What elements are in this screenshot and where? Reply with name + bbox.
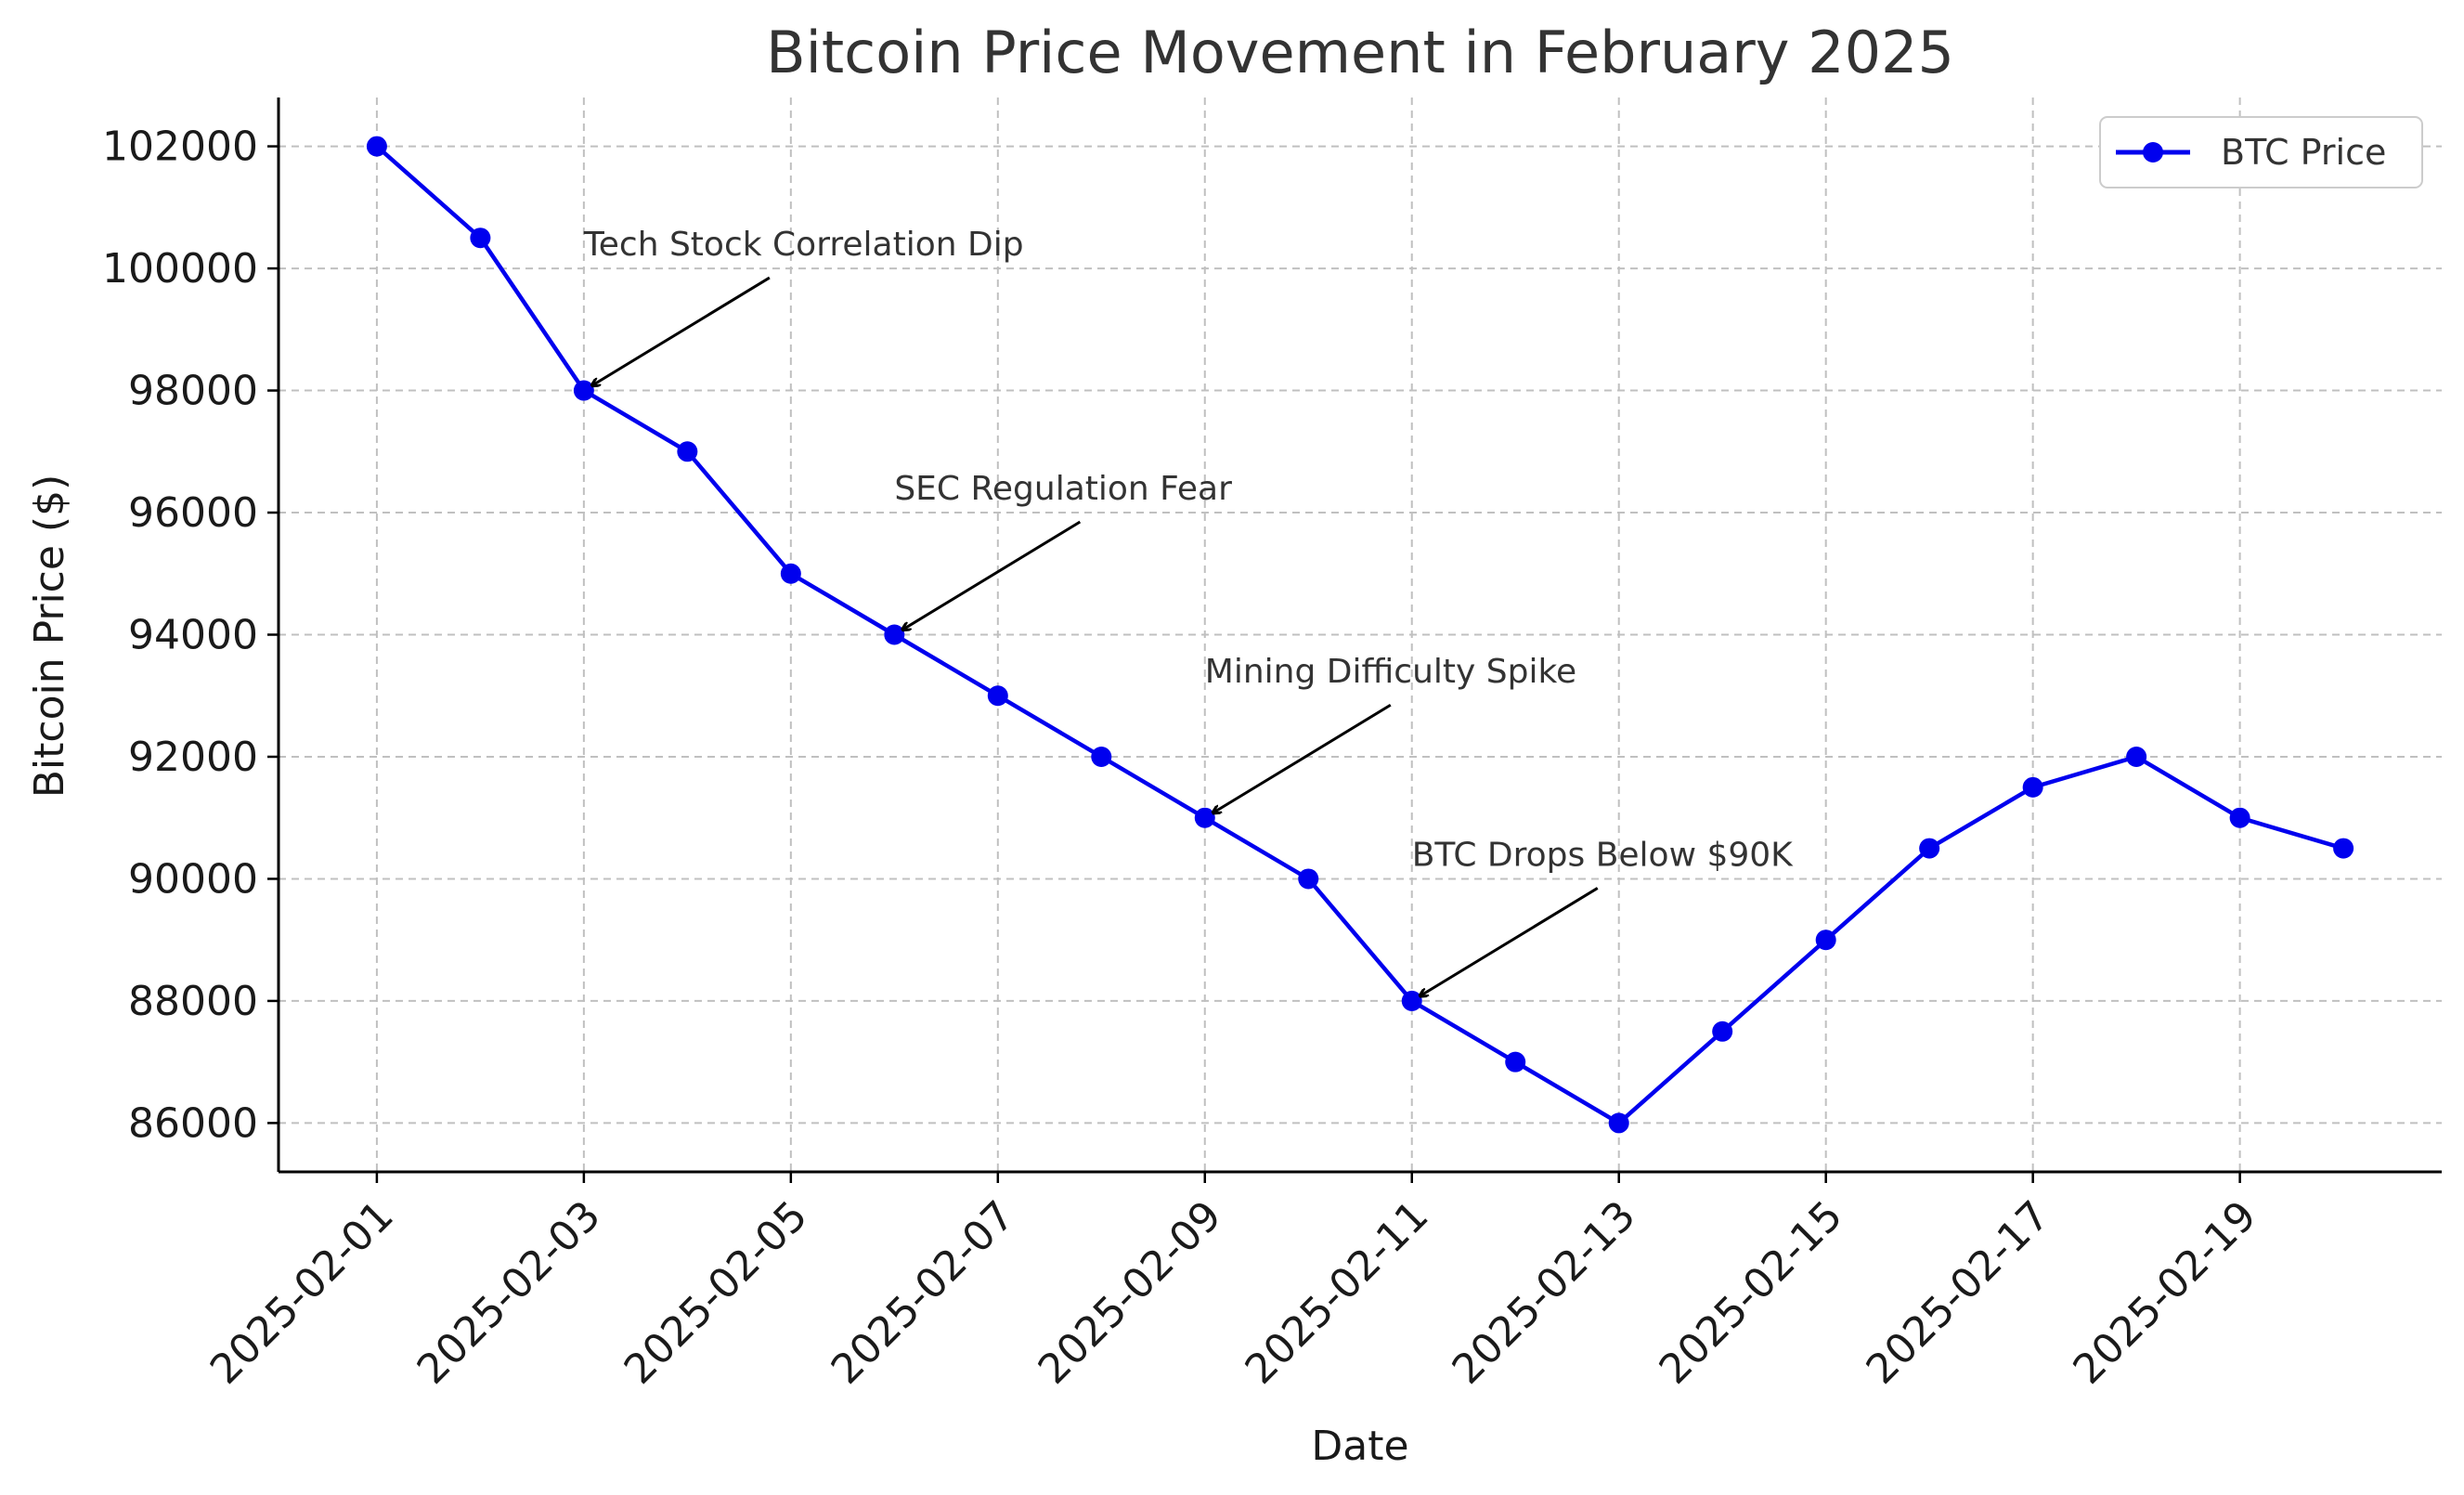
legend-marker xyxy=(2143,142,2163,162)
data-point xyxy=(1505,1051,1526,1072)
data-point xyxy=(1194,807,1215,828)
annotation-arrow xyxy=(902,520,1082,630)
x-tick-label: 2025-02-15 xyxy=(1651,1192,1852,1394)
y-tick-label: 92000 xyxy=(128,734,258,781)
legend-box xyxy=(2099,116,2423,188)
series-btc-price xyxy=(366,136,2354,1134)
data-point xyxy=(1712,1020,1733,1042)
y-tick-label: 94000 xyxy=(128,612,258,659)
x-axis-label: Date xyxy=(1311,1423,1408,1470)
data-point xyxy=(2022,776,2043,798)
x-tick-label: 2025-02-09 xyxy=(1030,1192,1231,1394)
y-tick-label: 86000 xyxy=(128,1099,258,1147)
y-tick-label: 88000 xyxy=(128,978,258,1025)
annotation-arrow xyxy=(591,276,771,385)
data-point xyxy=(1298,868,1319,890)
annotation-label: Mining Difficulty Spike xyxy=(1205,653,1576,691)
x-tick-label: 2025-02-13 xyxy=(1444,1192,1645,1394)
annotation-label: SEC Regulation Fear xyxy=(894,470,1232,508)
x-tick-label: 2025-02-17 xyxy=(1858,1192,2059,1394)
x-tick-label: 2025-02-01 xyxy=(201,1192,403,1394)
x-tick-label: 2025-02-19 xyxy=(2065,1192,2266,1394)
x-tick-label: 2025-02-03 xyxy=(409,1192,610,1394)
annotation-arrow xyxy=(1213,703,1392,812)
y-tick-label: 102000 xyxy=(102,124,258,171)
x-tick-label: 2025-02-05 xyxy=(616,1192,817,1394)
data-point xyxy=(1815,930,1836,951)
data-point xyxy=(470,228,491,249)
data-point xyxy=(573,380,594,401)
chart-title: Bitcoin Price Movement in February 2025 xyxy=(766,19,1954,86)
y-tick-label: 98000 xyxy=(128,368,258,415)
series-line xyxy=(375,144,2344,1125)
ticks: 86000 88000 90000 92000 94000 96000 98000 10000… xyxy=(102,124,2265,1394)
data-point xyxy=(2229,807,2250,828)
x-tick-label: 2025-02-11 xyxy=(1237,1192,1438,1394)
y-tick-label: 100000 xyxy=(102,245,258,292)
data-point xyxy=(780,563,801,584)
data-point xyxy=(1401,990,1422,1011)
y-axis-label: Bitcoin Price ($) xyxy=(26,474,73,799)
data-point xyxy=(1608,1112,1629,1134)
legend: BTC Price xyxy=(2099,116,2423,188)
annotation-label: BTC Drops Below $90K xyxy=(1412,836,1794,874)
data-point xyxy=(1091,746,1112,767)
data-point xyxy=(1919,838,1940,859)
x-tick-label: 2025-02-07 xyxy=(823,1192,1024,1394)
y-tick-label: 90000 xyxy=(128,855,258,903)
annotation-label: Tech Stock Correlation Dip xyxy=(583,226,1024,264)
y-tick-label: 96000 xyxy=(128,489,258,537)
data-point xyxy=(987,685,1008,707)
annotations: Tech Stock Correlation Dip SEC Regulation… xyxy=(583,226,1794,996)
data-point xyxy=(366,136,387,157)
annotation-arrow xyxy=(1420,887,1599,995)
grid xyxy=(279,98,2442,1172)
data-point xyxy=(677,441,698,462)
data-point xyxy=(2126,746,2147,767)
legend-label: BTC Price xyxy=(2221,132,2386,173)
data-point xyxy=(884,624,905,645)
data-point xyxy=(2333,838,2354,859)
